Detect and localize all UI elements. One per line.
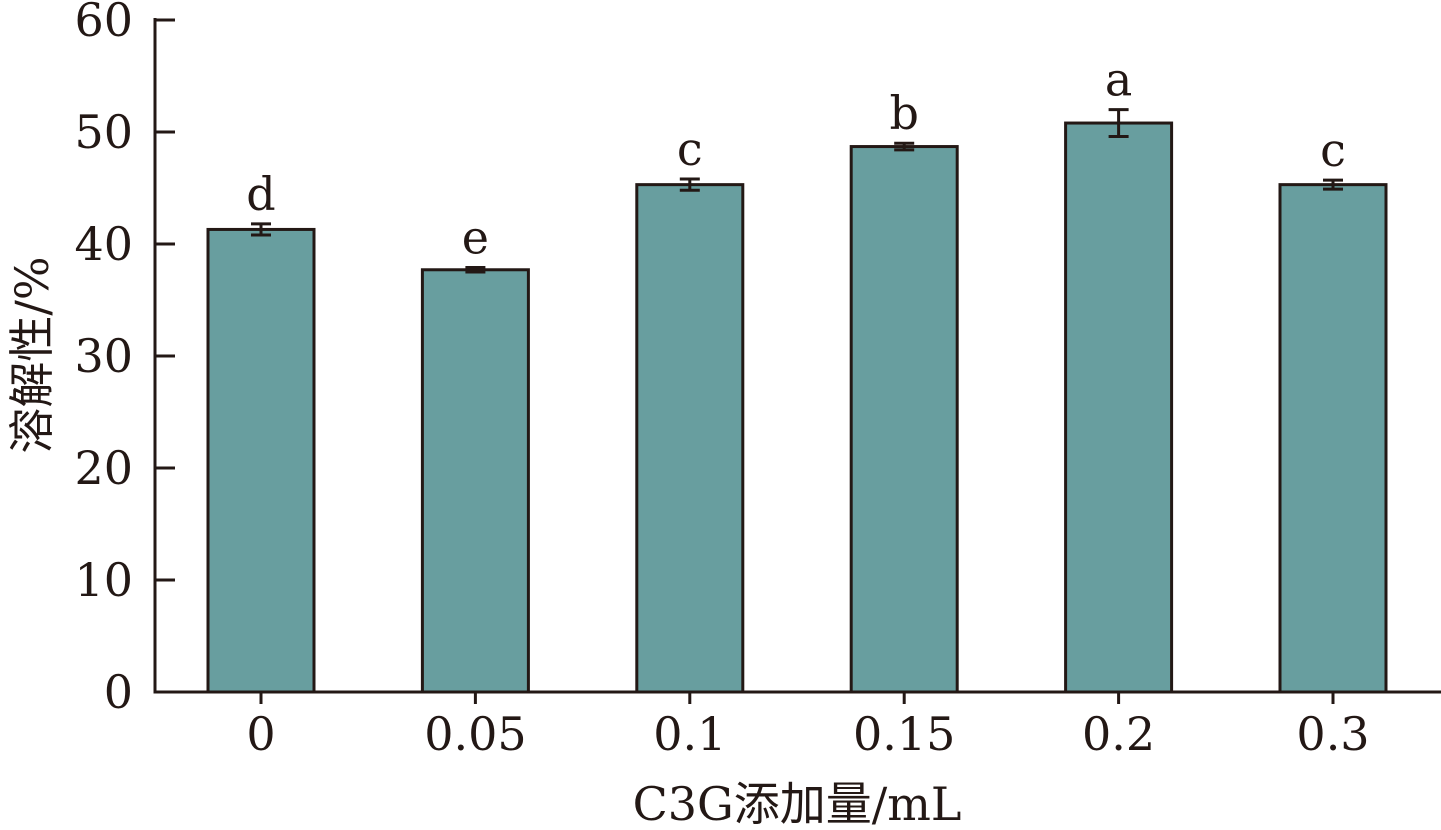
bar: [635, 183, 745, 694]
y-ticks-group: 0 10 20 30 40 50 60: [74, 0, 175, 719]
x-tick-label: 0.2: [1082, 707, 1155, 761]
bar: [1278, 183, 1388, 694]
bars-group: [206, 121, 1388, 694]
significance-letters-group: d e c b a c: [246, 53, 1346, 265]
y-tick-label: 60: [74, 0, 133, 47]
bar: [420, 268, 530, 694]
y-tick-label: 20: [74, 441, 133, 495]
x-tick-label: 0.05: [424, 707, 526, 761]
x-tick-label: 0: [246, 707, 275, 761]
significance-letter: b: [889, 86, 918, 140]
x-tick-label: 0.1: [653, 707, 726, 761]
bar: [206, 227, 316, 694]
y-tick-label: 50: [74, 105, 133, 159]
significance-letter: c: [677, 122, 703, 176]
x-tick-label: 0.15: [853, 707, 955, 761]
y-tick-label: 10: [74, 553, 133, 607]
bar: [1064, 121, 1174, 694]
significance-letter: d: [246, 167, 275, 221]
significance-letter: a: [1105, 53, 1132, 107]
y-tick-label: 40: [74, 217, 133, 271]
error-bars-group: [251, 108, 1343, 274]
bar: [849, 145, 959, 694]
significance-letter: c: [1320, 123, 1346, 177]
y-tick-label: 0: [104, 665, 133, 719]
y-axis-label: 溶解性/%: [5, 256, 59, 453]
x-ticks-group: 0 0.05 0.1 0.15 0.2 0.3: [246, 692, 1370, 761]
y-tick-label: 30: [74, 329, 133, 383]
axes-group: [153, 18, 1441, 694]
x-tick-label: 0.3: [1296, 707, 1369, 761]
significance-letter: e: [462, 211, 489, 265]
x-axis-label: C3G添加量/mL: [633, 777, 962, 830]
